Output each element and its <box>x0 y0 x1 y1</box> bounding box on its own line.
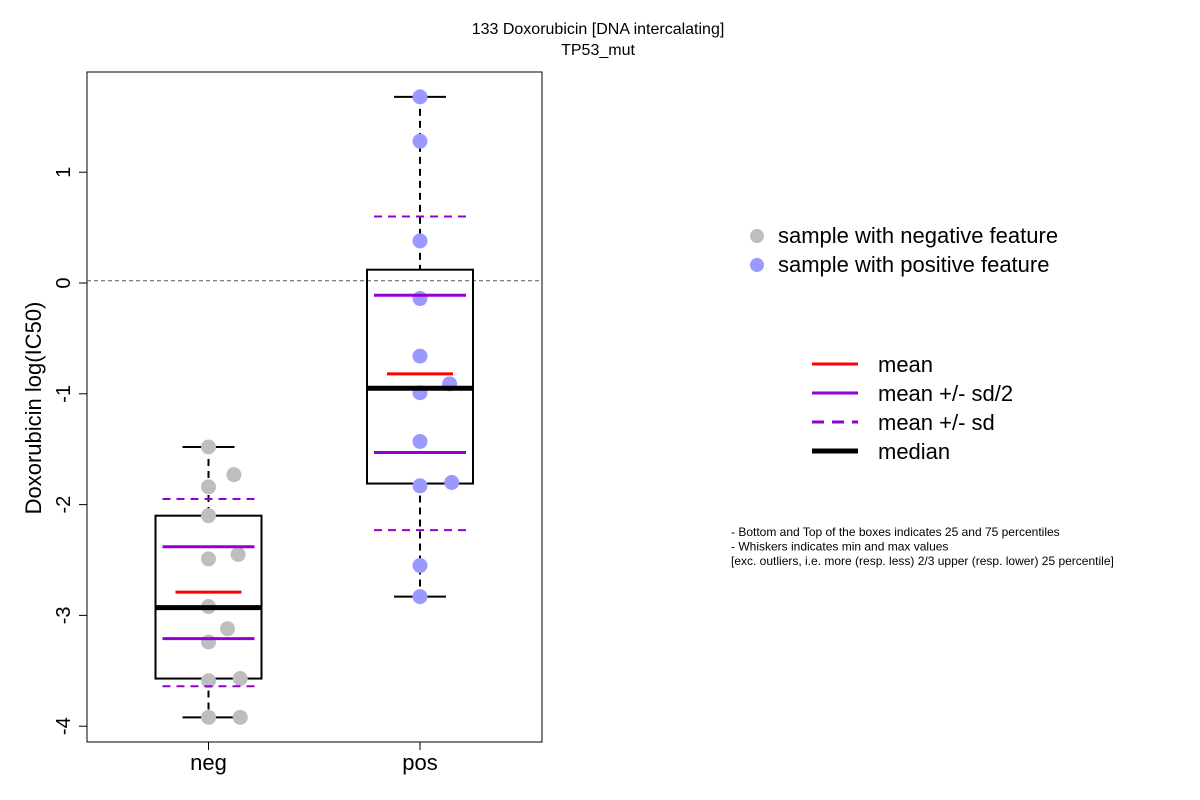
chart-title: 133 Doxorubicin [DNA intercalating] <box>472 21 725 38</box>
x-axis: neg pos <box>190 742 438 775</box>
chart-notes: - Bottom and Top of the boxes indicates … <box>731 525 1114 568</box>
data-point <box>412 89 428 105</box>
data-point <box>412 233 428 249</box>
legend-statistics: mean mean +/- sd/2 mean +/- sd median <box>812 352 1013 464</box>
data-point <box>412 433 428 449</box>
data-point <box>232 709 248 725</box>
data-point <box>220 621 236 637</box>
y-axis: -4 -3 -2 -1 0 1 <box>53 167 87 735</box>
data-point <box>201 673 216 689</box>
legend-marker <box>750 258 764 272</box>
data-point <box>412 558 428 574</box>
x-tick-label: pos <box>402 750 437 775</box>
legend-label: median <box>878 439 950 464</box>
data-point <box>412 478 428 494</box>
legend-label: mean +/- sd/2 <box>878 381 1013 406</box>
note-line: - Bottom and Top of the boxes indicates … <box>731 525 1060 539</box>
data-point <box>412 133 428 149</box>
y-axis-label: Doxorubicin log(IC50) <box>21 302 46 515</box>
group-neg <box>154 439 263 725</box>
data-point <box>444 474 460 490</box>
data-point <box>412 348 428 364</box>
data-point <box>201 508 216 524</box>
data-point <box>201 479 216 495</box>
y-tick-label: -4 <box>53 717 75 735</box>
chart-subtitle: TP53_mut <box>561 42 635 59</box>
x-tick-label: neg <box>190 750 227 775</box>
box <box>154 514 263 680</box>
plot-area <box>87 89 542 725</box>
y-tick-label: 0 <box>53 277 75 288</box>
legend-label: sample with positive feature <box>778 252 1049 277</box>
data-point <box>226 467 242 483</box>
legend-label: sample with negative feature <box>778 223 1058 248</box>
group-pos <box>366 89 474 605</box>
legend-label: mean <box>878 352 933 377</box>
data-point <box>201 634 216 650</box>
legend-marker <box>750 229 764 243</box>
legend-label: mean +/- sd <box>878 410 995 435</box>
plot-frame <box>86 71 543 743</box>
data-point <box>232 671 248 687</box>
data-point <box>201 709 216 725</box>
y-tick-label: -3 <box>53 607 75 625</box>
note-line: - Whiskers indicates min and max values <box>731 540 948 554</box>
data-point <box>412 291 428 307</box>
data-point <box>230 546 246 562</box>
legend-samples: sample with negative feature sample with … <box>750 223 1058 277</box>
y-tick-label: -2 <box>53 496 75 514</box>
data-point <box>412 589 428 605</box>
data-point <box>201 439 216 455</box>
y-tick-label: 1 <box>53 167 75 178</box>
y-tick-label: -1 <box>53 385 75 403</box>
data-point <box>201 551 216 567</box>
note-line: [exc. outliers, i.e. more (resp. less) 2… <box>731 554 1114 568</box>
